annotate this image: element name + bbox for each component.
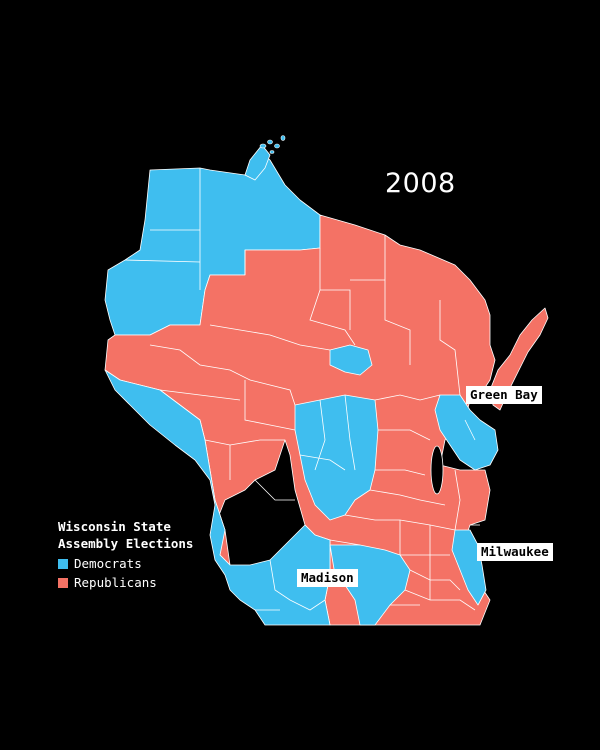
city-label-madison: Madison xyxy=(297,569,358,587)
city-label-green-bay: Green Bay xyxy=(466,386,542,404)
district-region-dem-central xyxy=(294,394,379,521)
district-region-rep-door xyxy=(489,307,549,411)
legend-item-republicans: Republicans xyxy=(58,575,218,590)
district-region-dem-north-pocket xyxy=(329,344,373,376)
district-regions xyxy=(104,144,549,626)
legend-label-democrats: Democrats xyxy=(74,556,142,571)
year-label: 2008 xyxy=(385,168,456,199)
district-region-dem-greenbay xyxy=(434,394,499,471)
district-region-dem-bayfield xyxy=(244,144,271,181)
apostle-islands xyxy=(259,135,286,154)
legend-item-democrats: Democrats xyxy=(58,556,218,571)
district-boundaries xyxy=(124,168,480,611)
city-label-milwaukee: Milwaukee xyxy=(477,543,553,561)
legend-swatch-democrats xyxy=(58,558,68,569)
legend-title: Wisconsin State Assembly Elections xyxy=(58,519,194,551)
legend-swatch-republicans xyxy=(58,577,68,588)
lake-winnebago xyxy=(430,445,444,495)
legend: Wisconsin State Assembly Elections Democ… xyxy=(58,518,218,590)
legend-label-republicans: Republicans xyxy=(74,575,157,590)
